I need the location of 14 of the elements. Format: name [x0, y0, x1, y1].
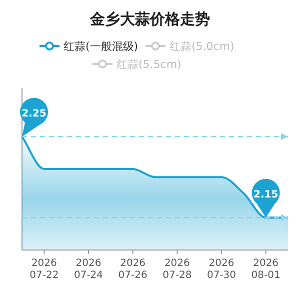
x-tick-label: 2026 07-26: [118, 258, 148, 281]
label-pin: 2.25: [20, 98, 48, 137]
x-tick-label: 2026 07-22: [30, 258, 59, 281]
data-label: 2.25: [22, 108, 46, 120]
legend-label: 红蒜(5.0cm): [170, 40, 234, 53]
x-tick-label: 2026 08-01: [251, 258, 280, 281]
label-pin: 2.15: [252, 178, 280, 218]
x-tick-label: 2026 07-28: [162, 258, 192, 281]
x-tick-label: 2026 07-24: [74, 258, 104, 281]
data-label: 2.15: [253, 190, 278, 201]
legend-label: 红蒜(5.5cm): [116, 58, 182, 71]
chart-title: 金乡大蒜价格走势: [89, 10, 210, 28]
legend-label: 红蒜(一般混级): [64, 40, 138, 53]
x-tick-label: 2026 07-30: [206, 258, 236, 281]
